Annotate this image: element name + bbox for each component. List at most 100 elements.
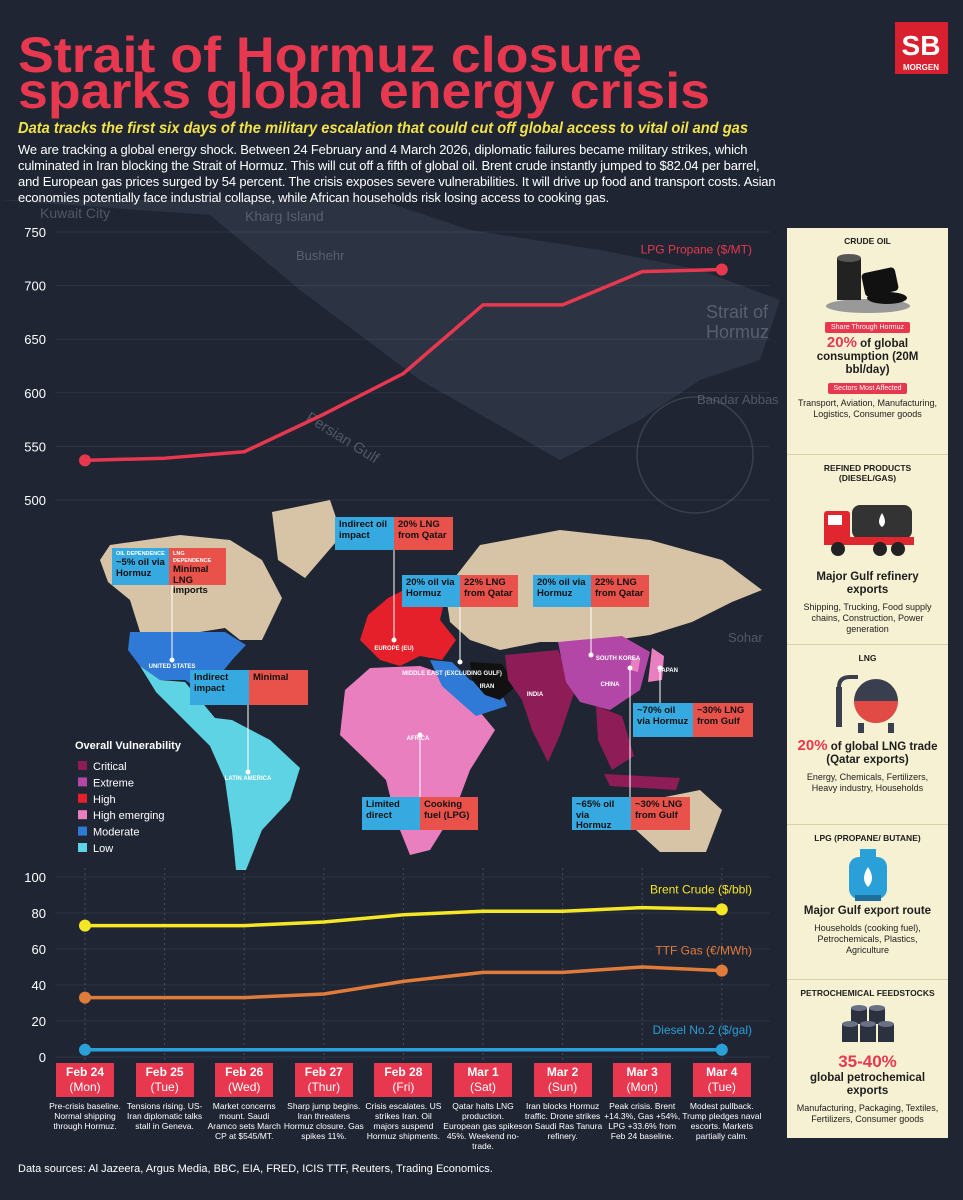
legend-label: High [93,794,116,806]
background-label: Kuwait City [40,205,110,221]
region-label: EUROPE (EU) [374,646,413,652]
panel-section: LPG (PROPANE/ BUTANE) Major Gulf export … [787,825,948,980]
region-label: AFRICA [407,736,430,742]
panel-highlight: 20% [797,737,828,754]
y-tick-label: 500 [24,493,46,508]
region-label: INDIA [527,692,544,698]
icon [841,1005,894,1042]
europe [360,582,456,666]
icon [835,675,898,733]
panel-headline: Major Gulf export route [803,905,932,917]
region-label: SOUTH KOREA [596,656,641,662]
leader-dot [417,732,423,738]
series-line [84,267,722,463]
region-label: JAPAN [658,668,678,674]
background-circle [636,396,754,514]
southeast-asia [596,706,680,790]
background-label: Bandar Abbas [697,392,779,407]
background-label: Kharg Island [245,208,324,224]
panel-headline: global petrochemical exports [809,1072,926,1097]
australia [636,790,722,852]
region-label: MIDDLE EAST (EXCLUDING GULF) [402,671,502,677]
icon [825,254,910,313]
series-line [85,905,722,928]
y-tick-label: 100 [24,870,46,885]
panel-sectors: Energy, Chemicals, Fertilizers, Heavy in… [806,772,929,793]
y-tick-label: 0 [39,1050,46,1065]
end-marker [79,991,91,1004]
logo [895,22,948,74]
leader-dot [627,665,633,671]
title-line: sparks global energy crisis [18,63,710,119]
panel-heading: LNG [858,653,877,663]
legend-swatch [78,761,87,770]
legend-label: Moderate [93,827,139,839]
leader-dot [391,637,397,643]
region-label: UNITED STATES [149,664,196,670]
y-tick-label: 80 [32,906,46,921]
panel-sectors: Households (cooking fuel), Petrochemical… [814,923,921,955]
y-tick-label: 40 [32,978,46,993]
panel-highlight: 20% [826,334,857,351]
panel-sectors: Shipping, Trucking, Food supply chains, … [803,602,932,634]
end-marker [715,964,728,977]
legend-label: Extreme [93,777,134,789]
panel-headline-text: of global consumption (20M bbl/day) [816,338,919,376]
panel-section: REFINED PRODUCTS (DIESEL/GAS) Major Gulf… [787,455,948,645]
panel-heading: CRUDE OIL [844,236,891,246]
canada [100,535,282,640]
end-marker [79,1043,91,1056]
panel-highlight: 35-40% [838,1052,897,1071]
legend-label: Critical [93,761,127,773]
south-asia [505,650,575,762]
africa [340,666,495,855]
panel-heading: PETROCHEMICAL FEEDSTOCKS [800,988,935,998]
end-marker [715,263,728,276]
background-land [0,200,780,460]
end-marker [79,454,91,467]
y-tick-label: 20 [32,1014,46,1029]
china [558,636,650,710]
panel-section: LNG 20% of global LNG trade (Qatar expor… [787,645,948,825]
end-marker [715,903,728,916]
panel-section: PETROCHEMICAL FEEDSTOCKS 35-40% global p… [787,980,948,1138]
series-label: LPG Propane ($/MT) [641,243,752,257]
subtitle: Data tracks the first six days of the mi… [18,120,748,137]
region-label: LATIN AMERICA [225,776,272,782]
series-label: Diesel No.2 ($/gal) [653,1023,752,1037]
world-map [100,500,762,870]
y-tick-label: 60 [32,942,46,957]
legend-label: High emerging [93,810,165,822]
charts: 500 550 600 650 700 750 LPG Propane ($/MT) 0 20 4… [24,225,770,1065]
united-states [128,632,246,690]
y-tick-label: 600 [24,386,46,401]
legend: Overall Vulnerability Critical Extreme High… [75,740,182,855]
leader-dot [588,652,594,658]
panel-headline: 20% of global consumption (20M bbl/day) [795,334,940,377]
background-label: Strait of [706,302,769,322]
panel-pill: Share Through Hormuz [824,322,911,333]
eurasia [445,530,762,650]
legend-swatch [78,793,87,803]
middle-east [430,660,507,716]
logo-mark: SB [902,30,941,61]
legend-title: Overall Vulnerability [75,740,182,752]
background-map [0,200,780,514]
end-marker [79,919,91,932]
legend-swatch [78,810,87,820]
leader-dot [169,657,175,663]
region-labels: UNITED STATES LATIN AMERICA EUROPE (EU) AFR… [149,646,678,782]
y-tick-label: 550 [24,439,46,454]
panel-headline: Major Gulf refinery exports [816,571,919,596]
background-label: Hormuz [706,322,769,342]
panel-heading: REFINED PRODUCTS (DIESEL/GAS) [823,463,912,483]
leader-lines [169,550,663,797]
legend-label: Low [93,843,113,855]
region-label: CHINA [601,682,621,688]
legend-swatch [78,843,87,852]
panel-headline-text: of global LNG trade (Qatar exports) [826,741,938,766]
series-label: Brent Crude ($/bbl) [650,882,752,896]
legend-swatch [78,777,87,787]
panel-headline: 20% of global LNG trade (Qatar exports) [795,737,940,767]
